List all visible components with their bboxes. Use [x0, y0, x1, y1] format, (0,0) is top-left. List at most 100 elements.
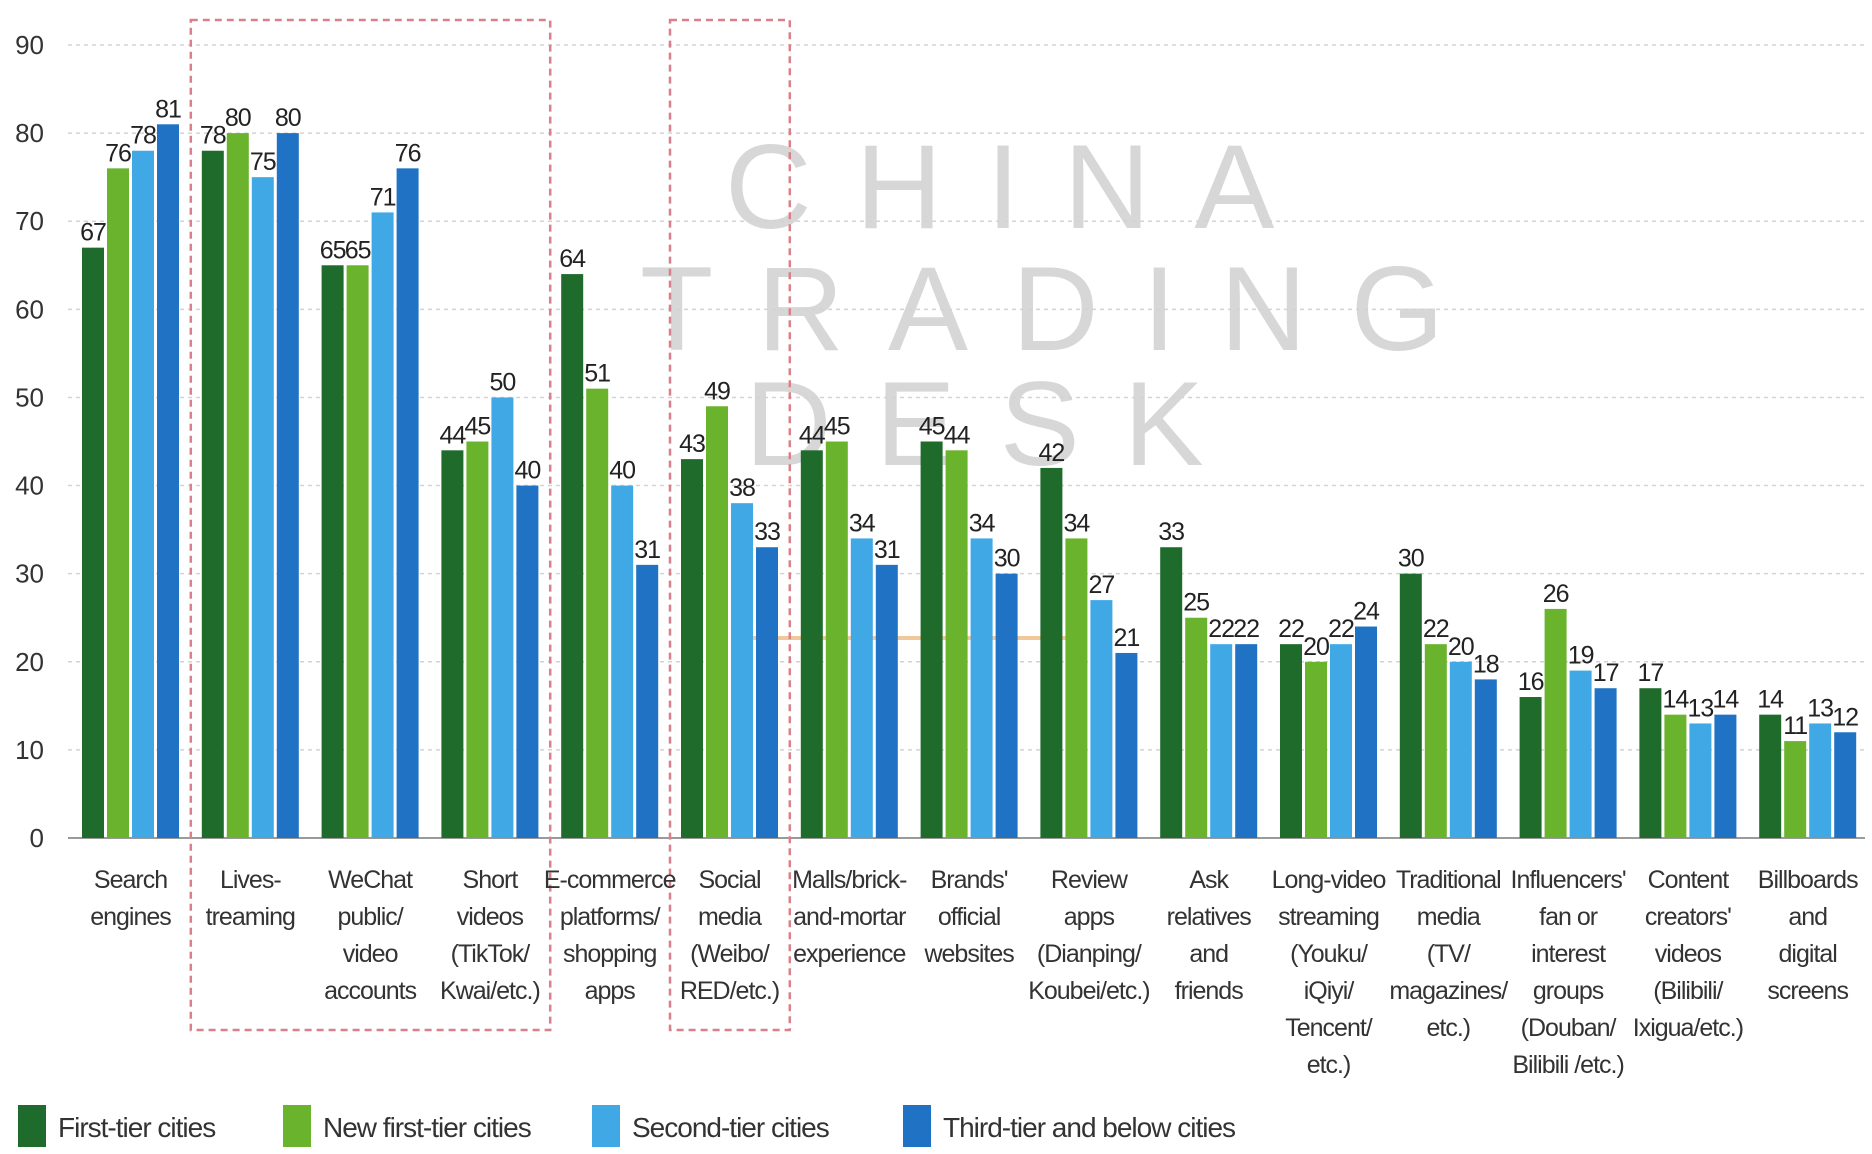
legend-swatch [18, 1105, 46, 1147]
x-category-line: media [698, 903, 762, 931]
bar [875, 564, 898, 838]
x-category-line: and [1189, 940, 1228, 968]
legend-label: Third-tier and below cities [943, 1112, 1235, 1143]
x-category-line: streaming [1278, 903, 1379, 931]
bar-value-label: 45 [824, 413, 850, 441]
x-category-line: public/ [337, 903, 403, 931]
bar-value-label: 34 [969, 509, 996, 537]
bar [441, 450, 464, 838]
bar-value-label: 76 [105, 139, 131, 167]
bar [107, 168, 129, 838]
bar [611, 485, 634, 838]
x-category-label: Content creators' videos (Bilibili/Ixigua/e… [1633, 866, 1743, 1042]
bar-value-label: 51 [584, 360, 610, 388]
bar-value-label: 14 [1757, 686, 1784, 714]
bar-value-label: 21 [1113, 624, 1139, 652]
x-category-line: etc.) [1426, 1014, 1470, 1042]
x-category-line: apps [585, 977, 636, 1005]
x-category-line: E-commerce [544, 866, 676, 894]
x-category-line: (TV/ [1427, 940, 1471, 968]
x-category-line: official [938, 903, 1000, 931]
x-category-label: Short videos (TikTok/Kwai/etc.) [440, 866, 540, 1005]
x-category-line: WeChat [328, 866, 413, 894]
bar [970, 538, 993, 838]
x-category-line: Social [698, 866, 760, 894]
bar [226, 133, 249, 839]
bar [561, 274, 584, 839]
bar-value-label: 65 [345, 236, 371, 264]
bar [636, 564, 659, 838]
bar [1280, 644, 1302, 838]
bar-value-label: 42 [1038, 439, 1064, 467]
bar-value-label: 78 [200, 122, 226, 150]
bar [1330, 644, 1352, 838]
bar [466, 441, 489, 838]
bar-value-label: 50 [489, 368, 515, 396]
bar-value-label: 40 [609, 457, 635, 485]
x-category-line: Short [463, 866, 519, 894]
legend-swatch [903, 1105, 931, 1147]
bar [1834, 732, 1857, 838]
x-category-line: Tencent/ [1285, 1014, 1373, 1042]
bar [1784, 741, 1807, 838]
x-category-label: Malls/brick-and-mortar experience [792, 866, 907, 968]
x-category-line: videos [1655, 940, 1722, 968]
bar-value-label: 45 [919, 413, 945, 441]
x-category-line: Billboards [1758, 866, 1858, 894]
bar [1544, 608, 1567, 838]
watermark-line-1: CHINA [725, 120, 1318, 254]
x-category-line: iQiyi/ [1304, 977, 1355, 1005]
bar-value-label: 30 [994, 545, 1020, 573]
legend-swatch [283, 1105, 311, 1147]
bar-value-label: 30 [1398, 545, 1424, 573]
x-category-line: websites [923, 940, 1014, 968]
bar-value-label: 22 [1423, 615, 1449, 643]
bar [1664, 714, 1687, 838]
y-tick-label: 90 [15, 30, 44, 60]
bar [1449, 661, 1472, 838]
bar-value-label: 18 [1473, 650, 1499, 678]
x-category-label: Review apps (Dianping/Koubei/etc.) [1028, 866, 1149, 1005]
bar-value-label: 14 [1662, 686, 1689, 714]
bar-value-label: 26 [1543, 580, 1569, 608]
bar-value-label: 67 [80, 219, 106, 247]
bar [586, 388, 609, 838]
bar [1090, 600, 1113, 838]
x-category-line: (Weibo/ [690, 940, 770, 968]
x-category-line: creators' [1645, 903, 1731, 931]
bar-value-label: 64 [559, 245, 586, 273]
x-category-line: accounts [324, 977, 417, 1005]
x-category-line: Review [1051, 866, 1129, 894]
bar [1235, 644, 1258, 838]
bar-value-label: 24 [1353, 598, 1380, 626]
bar-value-label: 33 [1158, 518, 1184, 546]
x-category-line: Long-video [1272, 866, 1386, 894]
x-category-label: Influencers' fan or interest groups (Douban/… [1511, 866, 1626, 1079]
x-category-label: Ask relatives and friends [1167, 866, 1252, 1005]
y-tick-label: 0 [30, 823, 44, 853]
bar-value-label: 45 [464, 413, 490, 441]
bar-value-label: 22 [1328, 615, 1354, 643]
bar-value-label: 43 [679, 430, 705, 458]
bar [1594, 688, 1617, 838]
bar [825, 441, 848, 838]
bar-value-label: 44 [799, 421, 826, 449]
bar-value-label: 31 [874, 536, 900, 564]
bar [346, 265, 369, 838]
x-category-line: etc.) [1307, 1051, 1351, 1079]
x-category-label: Billboards and digital screens [1758, 866, 1858, 1005]
bar-value-label: 20 [1303, 633, 1329, 661]
bar [800, 450, 823, 838]
x-category-line: platforms/ [560, 903, 661, 931]
bar [251, 177, 274, 838]
bar [1065, 538, 1088, 838]
x-category-line: RED/etc.) [680, 977, 779, 1005]
bar-value-label: 13 [1687, 694, 1713, 722]
x-category-line: Ixigua/etc.) [1633, 1014, 1743, 1042]
y-tick-label: 60 [15, 294, 44, 324]
x-category-line: groups [1533, 977, 1604, 1005]
x-category-line: Bilibili /etc.) [1512, 1051, 1623, 1079]
bar [850, 538, 873, 838]
bar [731, 503, 753, 838]
